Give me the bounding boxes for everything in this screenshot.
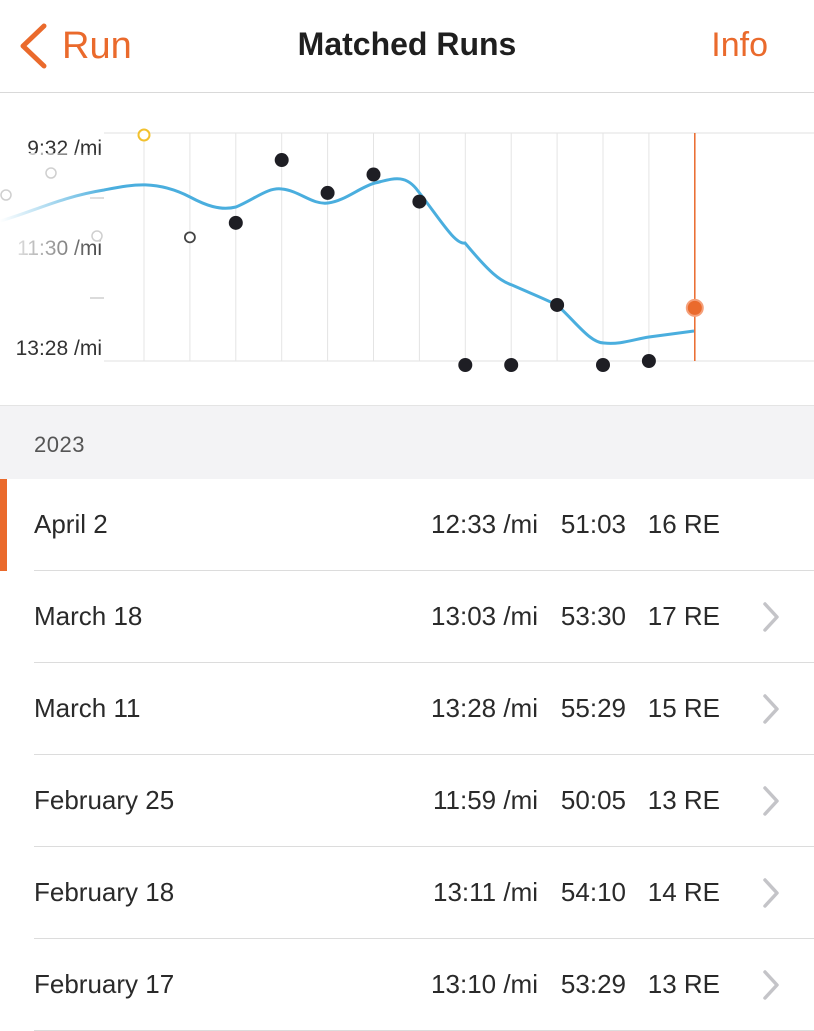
faded-data-point bbox=[91, 230, 103, 242]
run-effort: 13 RE bbox=[647, 785, 720, 815]
section-year: 2023 bbox=[34, 432, 85, 457]
run-date: February 18 bbox=[34, 877, 175, 907]
section-header: 2023 bbox=[0, 405, 814, 480]
run-effort: 14 RE bbox=[647, 877, 720, 907]
data-point[interactable] bbox=[320, 185, 335, 200]
run-pace: 13:03 /mi bbox=[431, 601, 538, 631]
data-point[interactable] bbox=[412, 194, 427, 209]
chevron-right-icon bbox=[763, 786, 779, 816]
run-pace: 12:33 /mi bbox=[431, 509, 538, 539]
run-date: February 17 bbox=[34, 969, 175, 999]
info-button[interactable]: Info bbox=[711, 26, 768, 64]
faded-data-point bbox=[45, 167, 57, 179]
run-row[interactable]: April 2 12:33 /mi 51:03 16 RE bbox=[0, 479, 814, 571]
run-date: February 25 bbox=[34, 785, 175, 815]
run-effort: 17 RE bbox=[647, 601, 720, 631]
run-duration: 50:05 bbox=[560, 785, 626, 815]
run-pace: 13:28 /mi bbox=[431, 693, 538, 723]
data-point[interactable] bbox=[550, 297, 565, 312]
run-list: April 2 12:33 /mi 51:03 16 RE March 18 13:03 … bbox=[0, 479, 814, 1031]
data-point[interactable] bbox=[685, 298, 704, 317]
y-tick-label: 13:28 /mi bbox=[16, 337, 102, 360]
row-divider bbox=[34, 754, 814, 755]
run-pace: 13:10 /mi bbox=[431, 969, 538, 999]
data-point[interactable] bbox=[183, 231, 196, 244]
data-point[interactable] bbox=[504, 358, 519, 372]
run-duration: 55:29 bbox=[560, 693, 626, 723]
back-label: Run bbox=[62, 24, 132, 67]
chevron-right-icon bbox=[763, 878, 779, 908]
faded-data-point bbox=[0, 189, 12, 201]
row-divider bbox=[34, 662, 814, 663]
data-point[interactable] bbox=[137, 128, 151, 142]
chevron-right-icon bbox=[763, 602, 779, 632]
chevron-left-icon bbox=[20, 23, 47, 69]
data-point[interactable] bbox=[366, 167, 381, 182]
chevron-right-icon bbox=[763, 970, 779, 1000]
chevron-right-icon bbox=[763, 694, 779, 724]
run-effort: 16 RE bbox=[647, 509, 720, 539]
data-point[interactable] bbox=[228, 215, 243, 230]
run-pace: 13:11 /mi bbox=[432, 877, 538, 907]
run-effort: 15 RE bbox=[647, 693, 720, 723]
run-row[interactable]: February 18 13:11 /mi 54:10 14 RE bbox=[0, 847, 814, 939]
run-row[interactable]: February 25 11:59 /mi 50:05 13 RE bbox=[0, 755, 814, 847]
run-duration: 54:10 bbox=[560, 877, 626, 907]
run-duration: 53:29 bbox=[560, 969, 626, 999]
row-divider bbox=[34, 938, 814, 939]
back-button[interactable]: Run bbox=[18, 20, 132, 72]
row-divider bbox=[34, 570, 814, 571]
data-point[interactable] bbox=[596, 358, 610, 372]
row-divider bbox=[34, 846, 814, 847]
data-point[interactable] bbox=[274, 153, 289, 168]
run-date: April 2 bbox=[34, 509, 108, 539]
run-effort: 13 RE bbox=[647, 969, 720, 999]
page-title: Matched Runs bbox=[297, 26, 517, 62]
navigation-bar: Run Matched Runs Info bbox=[0, 0, 814, 93]
data-point[interactable] bbox=[458, 358, 473, 372]
run-row[interactable]: March 18 13:03 /mi 53:30 17 RE bbox=[0, 571, 814, 663]
trend-line bbox=[0, 177, 695, 345]
data-point[interactable] bbox=[641, 354, 656, 368]
run-row[interactable]: February 17 13:10 /mi 53:29 13 RE bbox=[0, 939, 814, 1031]
run-row[interactable]: March 11 13:28 /mi 55:29 15 RE bbox=[0, 663, 814, 755]
run-date: March 18 bbox=[34, 601, 143, 631]
run-duration: 51:03 bbox=[560, 509, 626, 539]
run-duration: 53:30 bbox=[560, 601, 626, 631]
run-pace: 11:59 /mi bbox=[432, 785, 538, 815]
run-date: March 11 bbox=[34, 693, 141, 723]
